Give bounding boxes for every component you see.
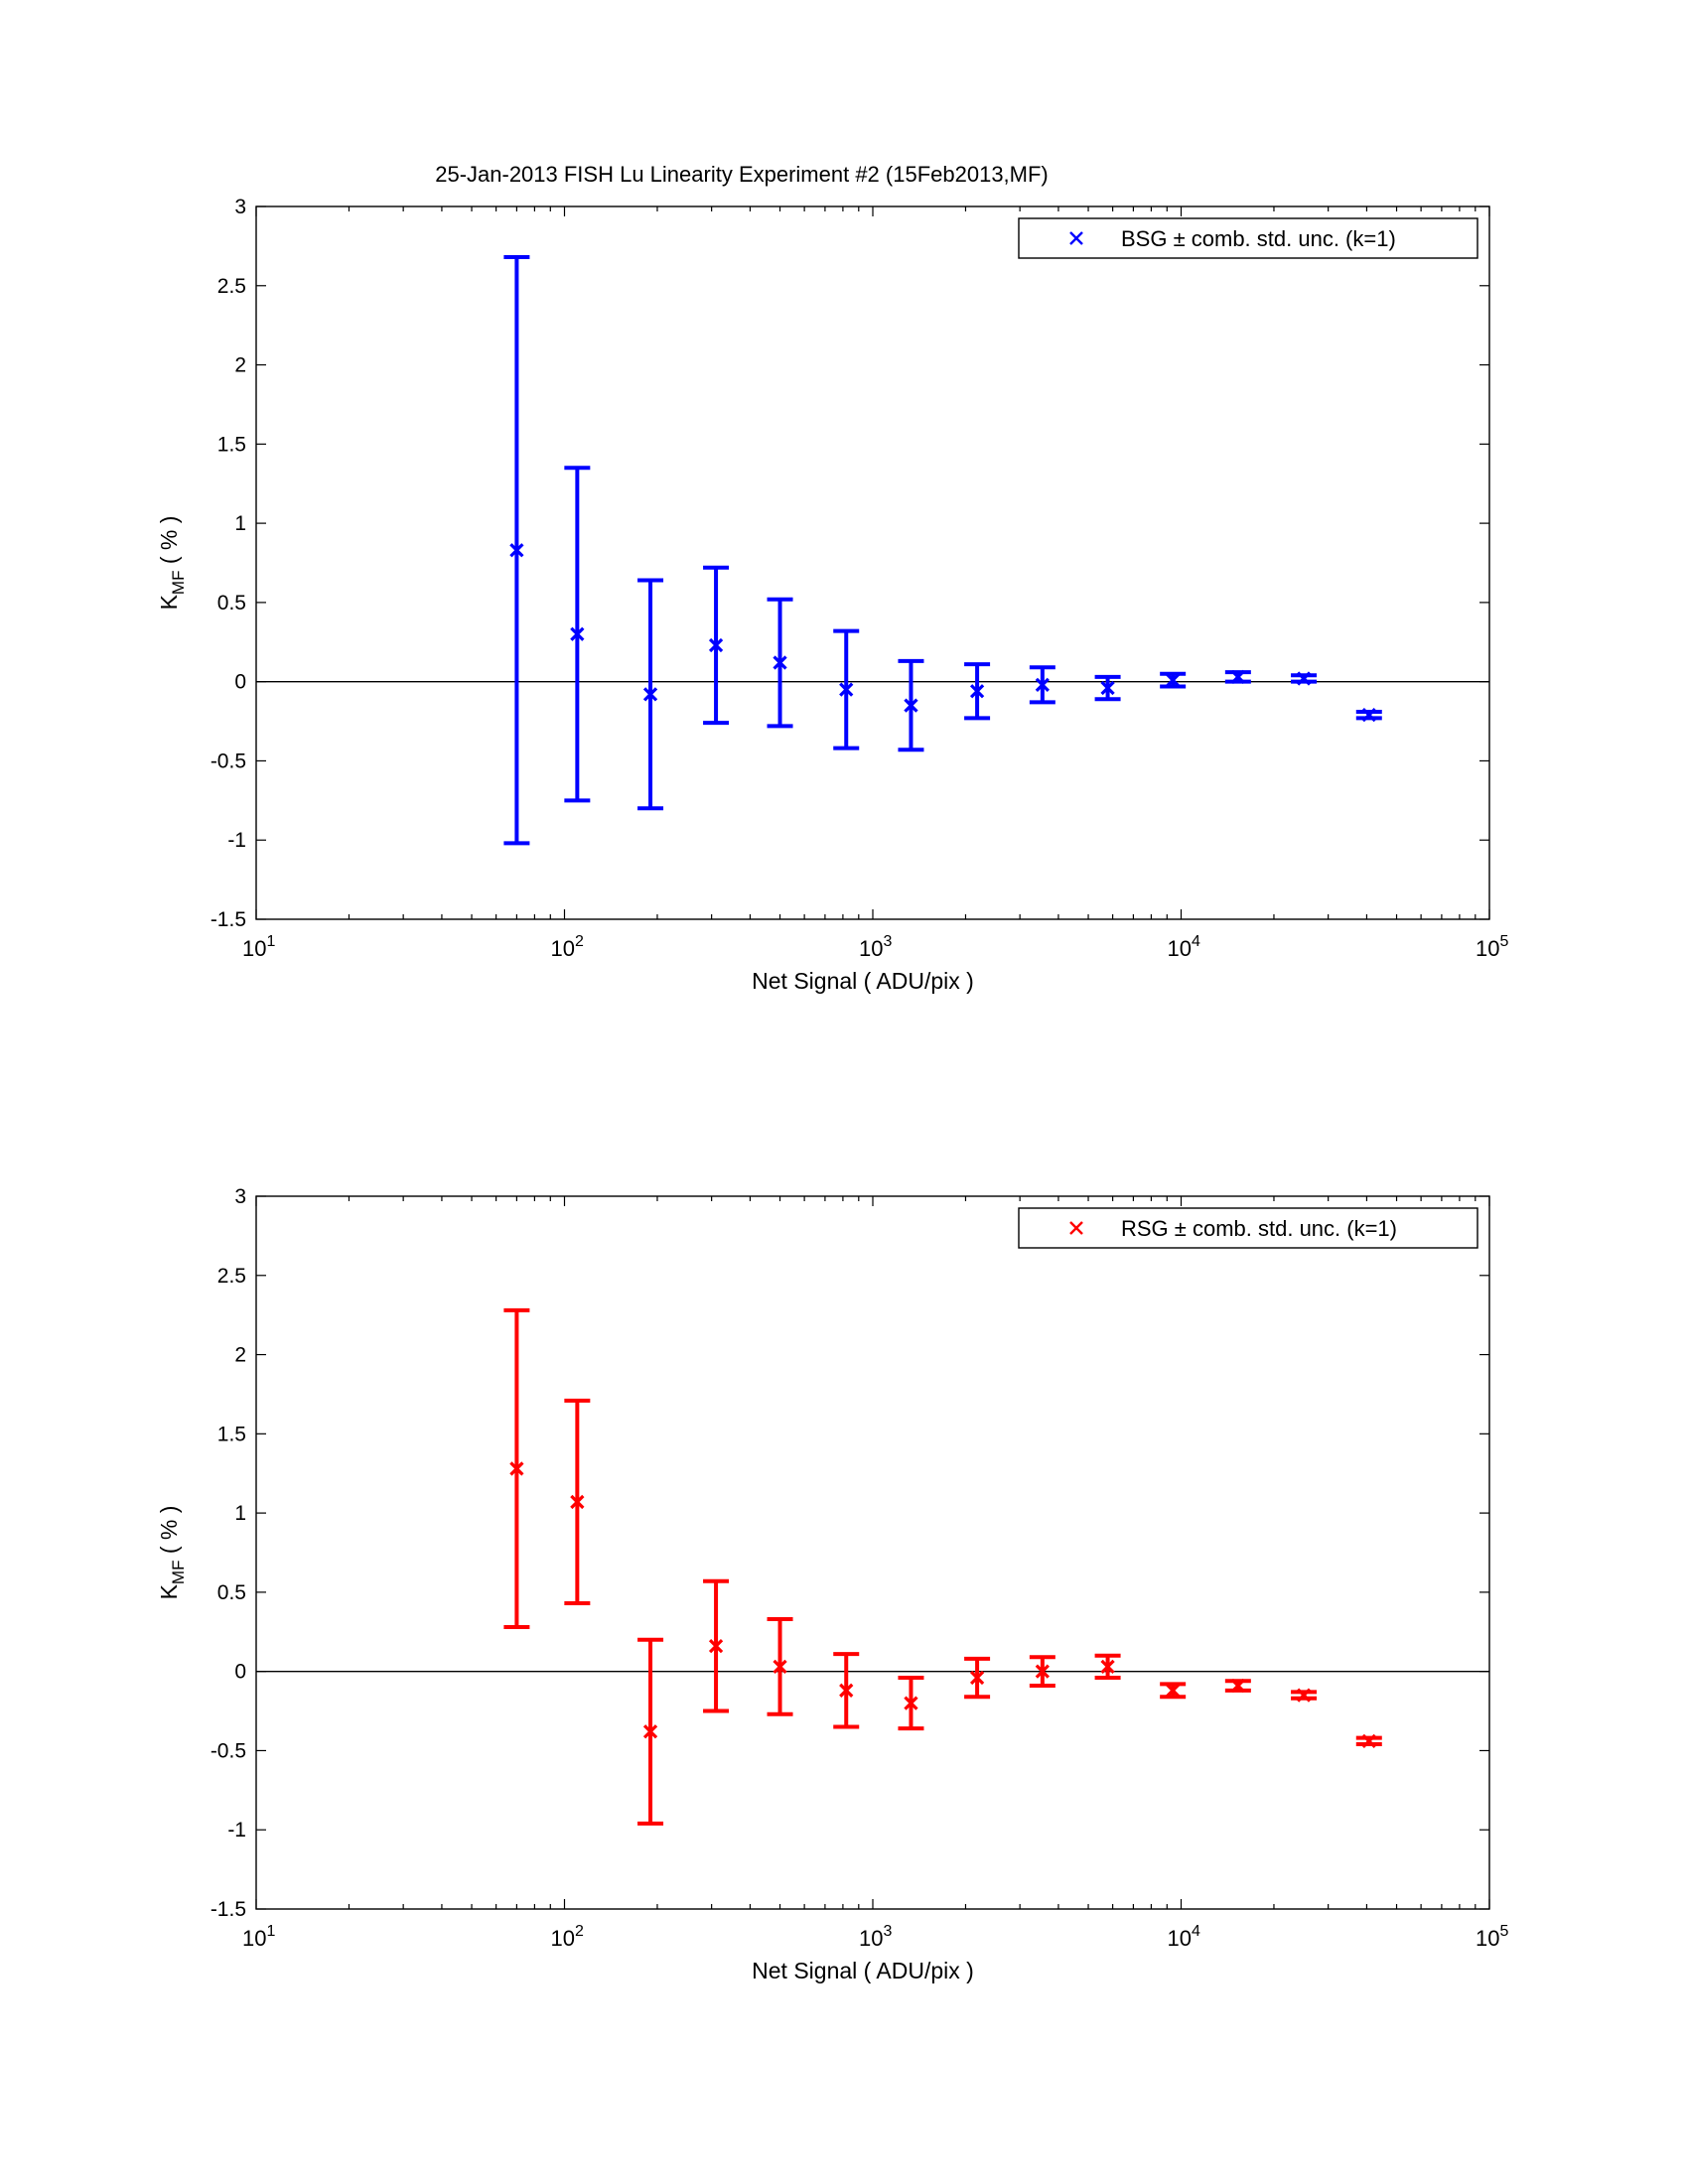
x-axis-label: Net Signal ( ADU/pix ) — [752, 1958, 974, 1983]
x-tick-label: 101 — [242, 1923, 275, 1951]
data-point — [1035, 1664, 1050, 1679]
data-point — [969, 1670, 985, 1686]
x-tick-label: 102 — [551, 1923, 584, 1951]
figure-title: 25-Jan-2013 FISH Lu Linearity Experiment… — [435, 162, 1049, 187]
y-tick-label: 3 — [234, 196, 246, 218]
y-tick-label: 3 — [234, 1185, 246, 1208]
data-point — [708, 637, 724, 653]
x-tick-label: 105 — [1476, 1923, 1508, 1951]
data-point — [969, 684, 985, 699]
series-BSG ± comb. std. unc. (k=1) — [503, 255, 1382, 846]
data-point — [642, 1724, 658, 1739]
legend-label: BSG ± comb. std. unc. (k=1) — [1121, 226, 1396, 251]
x-tick-label: 104 — [1168, 933, 1200, 961]
y-tick-label: 1 — [234, 1502, 246, 1525]
chart-panel-1: -1.5 -1 -0.5 0 0.5 1 1.5 2 2.5 3 101 102 103 104 105 Ne… — [156, 196, 1508, 994]
x-tick-label: 105 — [1476, 933, 1508, 961]
data-point — [642, 687, 658, 702]
legend-box — [1018, 1207, 1478, 1249]
y-tick-label: -1 — [227, 829, 246, 852]
y-tick-label: -1.5 — [211, 908, 246, 931]
data-point — [839, 1683, 854, 1698]
x-tick-label: 102 — [551, 933, 584, 961]
y-tick-label: 0.5 — [217, 1581, 246, 1604]
legend-label: RSG ± comb. std. unc. (k=1) — [1121, 1216, 1397, 1241]
data-point — [1361, 708, 1376, 723]
data-point — [1296, 671, 1312, 686]
y-tick-label: -0.5 — [211, 1739, 246, 1762]
y-tick-label: -1 — [227, 1819, 246, 1842]
data-point — [708, 1639, 724, 1654]
data-point — [570, 1494, 585, 1510]
data-point — [1035, 677, 1050, 692]
y-tick-label: -0.5 — [211, 750, 246, 772]
y-axis-label: KMF ( % ) — [156, 1506, 188, 1600]
x-tick-label: 103 — [859, 1923, 892, 1951]
legend-marker — [1069, 231, 1083, 245]
legend: RSG ± comb. std. unc. (k=1) — [1018, 1207, 1478, 1249]
y-tick-label: 2.5 — [217, 1265, 246, 1288]
plot-area — [255, 205, 1490, 920]
y-tick-label: 1.5 — [217, 433, 246, 456]
y-tick-label: 1.5 — [217, 1423, 246, 1445]
legend-box — [1018, 217, 1478, 259]
data-point — [1166, 1683, 1181, 1698]
data-point — [1166, 672, 1181, 688]
legend: BSG ± comb. std. unc. (k=1) — [1018, 217, 1478, 259]
series-RSG ± comb. std. unc. (k=1) — [503, 1307, 1382, 1826]
x-tick-label: 101 — [242, 933, 275, 961]
data-point — [509, 543, 524, 558]
data-point — [1230, 669, 1245, 685]
data-point — [509, 1461, 524, 1476]
plot-area — [255, 1195, 1490, 1910]
x-axis-label: Net Signal ( ADU/pix ) — [752, 968, 974, 994]
data-point — [1100, 680, 1115, 696]
data-point — [1230, 1678, 1245, 1694]
data-point — [1100, 1659, 1115, 1675]
y-tick-label: 1 — [234, 512, 246, 535]
y-tick-label: 2 — [234, 1344, 246, 1367]
y-tick-label: -1.5 — [211, 1898, 246, 1921]
data-point — [570, 626, 585, 641]
data-point — [773, 655, 787, 670]
y-tick-label: 0 — [234, 671, 246, 694]
y-tick-label: 0 — [234, 1661, 246, 1684]
legend-marker — [1069, 1221, 1083, 1235]
data-point — [904, 698, 918, 713]
chart-panel-2: -1.5 -1 -0.5 0 0.5 1 1.5 2 2.5 3 101 102 103 104 105 Ne… — [156, 1185, 1508, 1983]
x-tick-label: 104 — [1168, 1923, 1200, 1951]
data-point — [839, 682, 854, 697]
y-axis-label: KMF ( % ) — [156, 516, 188, 611]
data-point — [1361, 1733, 1376, 1749]
y-tick-label: 2.5 — [217, 275, 246, 298]
data-point — [773, 1659, 787, 1675]
data-point — [1296, 1688, 1312, 1703]
y-tick-label: 0.5 — [217, 592, 246, 614]
y-tick-label: 2 — [234, 354, 246, 377]
data-point — [904, 1696, 918, 1710]
x-tick-label: 103 — [859, 933, 892, 961]
